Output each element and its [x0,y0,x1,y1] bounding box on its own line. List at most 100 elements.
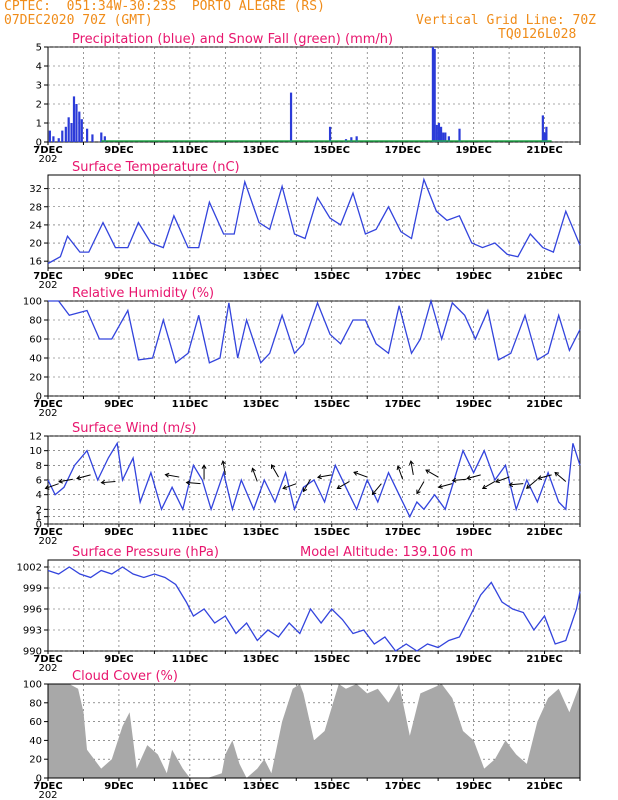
wind-xtick-label: 11DEC [172,527,208,538]
wind-ytick-label: 2 [36,505,42,516]
precip-ytick-label: 1 [36,119,42,130]
pres-xtick-label: 21DEC [526,654,562,665]
pres-xtick-label: 17DEC [384,654,420,665]
pres-frame [47,559,581,652]
wind-arrow-head [221,460,226,465]
wind-ytick-label: 0 [36,520,42,531]
precip-title: Precipitation (blue) and Snow Fall (gree… [72,32,393,47]
wind-arrow [438,483,453,488]
rh-xtick-label: 9DEC [104,399,133,410]
wind-arrow [554,472,567,482]
wind-arrow-head [76,475,82,481]
wind-arrow-head [416,489,421,495]
cloud-ytick-label: 0 [36,774,42,785]
pres-ytick-label: 1002 [17,563,42,574]
wind-arrow [467,474,481,479]
pres-year-label: 202 [38,663,57,674]
pres-ytick-label: 999 [23,584,42,595]
wind-ytick-label: 12 [29,432,42,443]
precip-bar [67,117,70,142]
precip-bar [70,123,73,142]
wind-arrow [452,478,467,481]
rh-ytick-label: 100 [23,297,42,308]
temp-xtick-label: 19DEC [455,271,491,282]
precip-year-label: 202 [38,154,57,165]
rh-xtick-label: 11DEC [172,399,208,410]
pres-xtick-label: 7DEC [33,654,62,665]
wind-arrow [372,483,382,495]
precip-bar [64,126,67,142]
precip-xtick-label: 15DEC [314,145,350,156]
precip-bar [86,128,89,142]
wind-arrow-head [336,484,342,490]
wind-arrow-head [251,467,256,473]
wind-arrow [337,481,350,489]
cloud-title: Cloud Cover (%) [72,669,178,684]
wind-xtick-label: 7DEC [33,527,62,538]
wind-arrow-head [494,478,500,484]
wind-xtick-label: 13DEC [243,527,279,538]
wind-arrow-head [353,471,359,476]
precip-bar [444,132,447,142]
wind-arrow [397,465,404,480]
rh-xtick-label: 17DEC [384,399,420,410]
wind-arrow-head [554,471,560,477]
cloud-xtick-label: 15DEC [314,781,350,792]
precip-ytick-label: 2 [36,100,42,111]
wind-arrow-head [316,474,322,480]
precip-bar [442,132,445,142]
precip-bar [52,136,55,142]
wind-arrow-head [481,484,487,490]
wind-arrow-head [408,460,414,465]
temp-xtick-label: 9DEC [104,271,133,282]
precip-xtick-label: 11DEC [172,145,208,156]
precip-bar [91,134,94,142]
cloud-area [48,684,580,778]
wind-title: Surface Wind (m/s) [72,421,196,436]
cloud-ytick-label: 80 [29,698,42,709]
cloud-ytick-label: 20 [29,755,42,766]
station-title: CPTEC: 051:34W-30:23S PORTO ALEGRE (RS) [4,0,325,14]
wind-xtick-label: 19DEC [455,527,491,538]
wind-arrow [303,479,311,492]
precip-bar [289,92,293,142]
wind-arrow [76,474,91,479]
precip-bar [447,136,450,142]
wind-arrow [416,481,425,494]
rh-line [48,298,581,365]
wind-arrow-head [396,465,402,471]
temp-ytick-label: 16 [29,257,42,268]
wind-arrow [222,460,226,475]
wind-arrow [282,483,297,489]
cloud-xtick-label: 19DEC [455,781,491,792]
rh-xtick-label: 21DEC [526,399,562,410]
cloud-xtick-label: 11DEC [172,781,208,792]
precip-ytick-label: 0 [36,138,42,149]
wind-line [47,441,581,519]
precip-bar [458,128,461,142]
precip-ytick-label: 3 [36,81,42,92]
precip-xtick-label: 13DEC [243,145,279,156]
wind-xtick-label: 15DEC [314,527,350,538]
wind-ytick-label: 6 [36,476,42,487]
precip-xtick-label: 21DEC [526,145,562,156]
precip-bar [61,130,64,142]
pres-title: Surface Pressure (hPa) [72,545,219,560]
pres-ytick-label: 990 [23,647,42,658]
wind-arrow-head [58,478,63,484]
precip-bar [439,126,443,142]
rh-frame [47,300,581,397]
wind-ytick-label: 4 [36,490,42,501]
rh-ytick-label: 60 [29,335,42,346]
rh-ytick-label: 40 [29,354,42,365]
wind-arrow-head [537,475,543,481]
wind-xtick-label: 17DEC [384,527,420,538]
precip-bar [355,136,358,142]
precip-bar [72,96,76,142]
temp-title: Surface Temperature (nC) [72,160,240,175]
wind-arrow-head [371,490,377,496]
cloud-xtick-label: 17DEC [384,781,420,792]
precip-xtick-label: 17DEC [384,145,420,156]
cloud-xtick-label: 9DEC [104,781,133,792]
